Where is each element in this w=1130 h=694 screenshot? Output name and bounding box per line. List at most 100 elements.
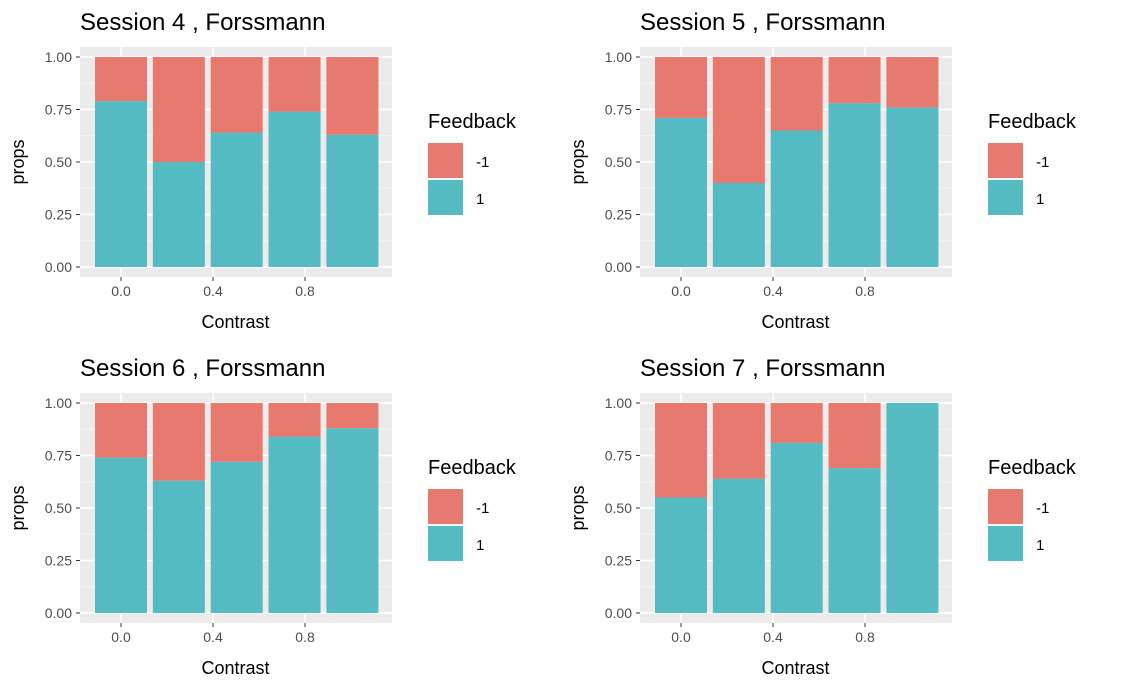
bar-feedback-1 <box>828 103 881 267</box>
legend-title: Feedback <box>988 457 1077 479</box>
bar-feedback-1 <box>95 101 147 267</box>
chart-panel-4: Session 7 , Forssmann 0.00 0.25 0.50 0.75 1.0… <box>568 355 1077 678</box>
bar-feedback-1 <box>655 497 707 613</box>
bar-feedback-neg1 <box>95 403 147 458</box>
y-tick-label: 0.00 <box>605 259 632 275</box>
legend-swatch-neg1 <box>988 143 1023 178</box>
x-tick-label: 0.0 <box>671 283 691 299</box>
y-axis-title: props <box>8 485 28 530</box>
legend-title: Feedback <box>428 111 517 133</box>
bar-feedback-neg1 <box>326 403 379 429</box>
y-tick-label: 0.75 <box>45 102 72 118</box>
x-axis-title: Contrast <box>761 312 829 332</box>
legend-swatch-neg1 <box>428 143 463 178</box>
bar-feedback-1 <box>95 457 147 613</box>
x-tick-label: 0.4 <box>763 283 783 299</box>
chart-title: Session 7 , Forssmann <box>640 355 885 382</box>
x-axis-title: Contrast <box>201 658 269 678</box>
x-tick-label: 0.0 <box>111 283 131 299</box>
bar-feedback-neg1 <box>770 57 823 131</box>
x-tick-label: 0.0 <box>111 629 131 645</box>
legend-swatch-neg1 <box>428 489 463 524</box>
bar-feedback-1 <box>770 442 823 613</box>
legend-label-neg1: -1 <box>476 154 489 171</box>
bar-feedback-neg1 <box>268 57 321 112</box>
legend-label-1: 1 <box>1036 537 1044 554</box>
bar-feedback-neg1 <box>210 57 263 133</box>
bar-feedback-1 <box>210 132 263 267</box>
bar-feedback-1 <box>886 403 939 613</box>
x-axis-title: Contrast <box>761 658 829 678</box>
legend-swatch-1 <box>988 180 1023 215</box>
y-tick-label: 0.25 <box>45 207 72 223</box>
chart-panel-2: Session 5 , Forssmann 0.00 0.25 0.50 0.75 1.0… <box>568 9 1077 332</box>
bar-feedback-1 <box>770 130 823 267</box>
bar-feedback-neg1 <box>655 57 707 118</box>
x-tick-label: 0.4 <box>203 629 223 645</box>
legend-title: Feedback <box>988 111 1077 133</box>
legend-label-1: 1 <box>1036 191 1044 208</box>
bar-feedback-neg1 <box>326 57 379 135</box>
y-tick-label: 0.50 <box>605 154 632 170</box>
y-tick-label: 0.50 <box>45 500 72 516</box>
bar-feedback-1 <box>326 428 379 613</box>
y-tick-label: 0.75 <box>45 448 72 464</box>
bar-feedback-neg1 <box>152 57 205 162</box>
y-tick-label: 0.00 <box>605 605 632 621</box>
bar-feedback-1 <box>712 183 765 267</box>
chart-panel-3: Session 6 , Forssmann 0.00 0.25 0.50 0.75 1.0… <box>8 355 517 678</box>
y-tick-label: 0.25 <box>605 553 632 569</box>
y-axis-title: props <box>568 485 588 530</box>
legend-swatch-1 <box>428 180 463 215</box>
y-tick-label: 0.00 <box>45 605 72 621</box>
legend-swatch-neg1 <box>988 489 1023 524</box>
bar-feedback-neg1 <box>95 57 147 102</box>
y-tick-label: 0.00 <box>45 259 72 275</box>
legend-label-neg1: -1 <box>1036 500 1049 517</box>
y-tick-label: 1.00 <box>605 49 632 65</box>
y-tick-label: 0.50 <box>605 500 632 516</box>
bar-feedback-1 <box>268 111 321 267</box>
bar-feedback-neg1 <box>712 57 765 183</box>
x-tick-label: 0.0 <box>671 629 691 645</box>
chart-title: Session 5 , Forssmann <box>640 9 885 36</box>
bar-feedback-neg1 <box>152 403 205 481</box>
bar-feedback-1 <box>152 480 205 613</box>
bar-feedback-neg1 <box>655 403 707 498</box>
bar-feedback-neg1 <box>828 57 881 104</box>
y-tick-label: 1.00 <box>605 395 632 411</box>
x-tick-label: 0.8 <box>295 283 315 299</box>
x-tick-label: 0.4 <box>203 283 223 299</box>
bar-feedback-neg1 <box>712 403 765 479</box>
y-tick-label: 1.00 <box>45 395 72 411</box>
y-axis-title: props <box>8 139 28 184</box>
bar-feedback-1 <box>828 468 881 613</box>
bar-feedback-neg1 <box>886 57 939 108</box>
chart-title: Session 4 , Forssmann <box>80 9 325 36</box>
bar-feedback-neg1 <box>770 403 823 443</box>
bar-feedback-neg1 <box>210 403 263 462</box>
x-tick-label: 0.8 <box>855 283 875 299</box>
y-tick-label: 0.75 <box>605 448 632 464</box>
legend-label-1: 1 <box>476 191 484 208</box>
legend-title: Feedback <box>428 457 517 479</box>
y-tick-label: 0.25 <box>45 553 72 569</box>
legend-swatch-1 <box>428 526 463 561</box>
bar-feedback-1 <box>268 436 321 613</box>
y-tick-label: 1.00 <box>45 49 72 65</box>
legend-label-1: 1 <box>476 537 484 554</box>
bar-feedback-neg1 <box>828 403 881 469</box>
bar-feedback-1 <box>152 162 205 267</box>
bar-feedback-neg1 <box>268 403 321 437</box>
legend-swatch-1 <box>988 526 1023 561</box>
y-tick-label: 0.25 <box>605 207 632 223</box>
x-axis-title: Contrast <box>201 312 269 332</box>
legend-label-neg1: -1 <box>476 500 489 517</box>
bar-feedback-1 <box>326 134 379 267</box>
y-axis-title: props <box>568 139 588 184</box>
legend-label-neg1: -1 <box>1036 154 1049 171</box>
x-tick-label: 0.8 <box>295 629 315 645</box>
y-tick-label: 0.50 <box>45 154 72 170</box>
chart-title: Session 6 , Forssmann <box>80 355 325 382</box>
